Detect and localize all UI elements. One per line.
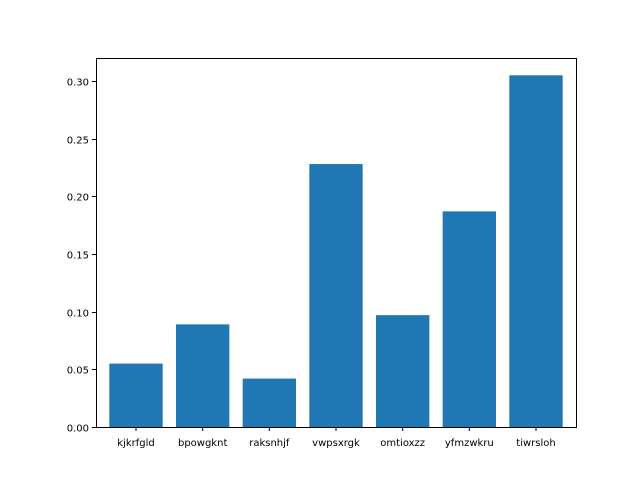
bar-yfmzwkru bbox=[442, 211, 496, 427]
x-tick-label: omtioxzz bbox=[380, 438, 425, 449]
bars-group bbox=[109, 75, 563, 427]
bar-bpowgknt bbox=[176, 324, 230, 427]
y-tick-label: 0.30 bbox=[67, 78, 89, 89]
y-tick-label: 0.25 bbox=[67, 136, 89, 147]
y-tick-label: 0.20 bbox=[67, 193, 89, 204]
bar-omtioxzz bbox=[376, 315, 430, 427]
y-tick-label: 0.00 bbox=[67, 424, 89, 435]
bar-raksnhjf bbox=[242, 378, 296, 427]
plot-frame bbox=[96, 58, 577, 428]
x-tick-label: kjkrfgld bbox=[117, 438, 154, 449]
y-axis: 0.00 0.05 0.10 0.15 0.20 0.25 0.30 bbox=[67, 78, 96, 435]
bar-tiwrsloh bbox=[509, 75, 563, 427]
x-tick-label: yfmzwkru bbox=[445, 438, 494, 449]
x-tick-label: bpowgknt bbox=[178, 438, 227, 449]
y-tick-label: 0.15 bbox=[67, 251, 89, 262]
y-tick-label: 0.05 bbox=[67, 366, 89, 377]
x-tick-label: tiwrsloh bbox=[516, 438, 555, 449]
bar-kjkrfgld bbox=[109, 363, 163, 427]
y-tick-label: 0.10 bbox=[67, 309, 89, 320]
x-axis: kjkrfgld bpowgknt raksnhjf vwpsxrgk omtioxzz… bbox=[117, 427, 556, 449]
x-tick-label: raksnhjf bbox=[249, 438, 290, 449]
x-tick-label: vwpsxrgk bbox=[312, 438, 360, 449]
bar-vwpsxrgk bbox=[309, 164, 363, 427]
